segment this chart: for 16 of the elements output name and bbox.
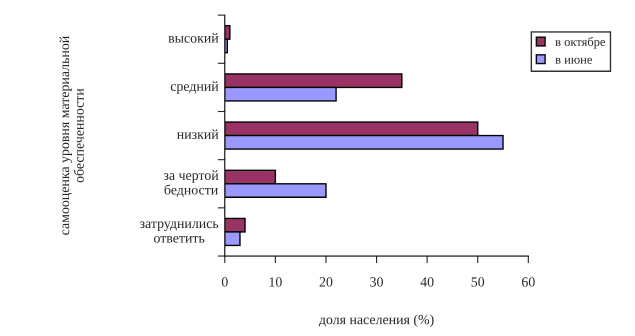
legend-label: в октябре: [555, 36, 606, 49]
y-tick-label: высокий: [168, 33, 218, 43]
x-tick-label: 60: [522, 277, 535, 287]
y-tick-label: средний: [170, 81, 218, 94]
y-tick-label: за чертой бедности: [164, 170, 218, 198]
x-tick-label: 20: [320, 277, 332, 287]
y-tick-label: низкий: [177, 129, 218, 140]
x-tick-label: 40: [420, 277, 434, 287]
y-axis-title: самооценка уровня материальной обеспеченности: [60, 36, 84, 235]
legend-label: в июне: [555, 58, 592, 64]
x-tick-label: 50: [472, 277, 484, 287]
y-tick-label: затруднились ответить: [140, 221, 218, 243]
x-tick-label: 10: [270, 277, 282, 287]
x-tick-label: 0: [222, 277, 228, 287]
x-axis-title: доля населения (%): [318, 314, 434, 328]
x-tick-label: 30: [370, 277, 383, 287]
